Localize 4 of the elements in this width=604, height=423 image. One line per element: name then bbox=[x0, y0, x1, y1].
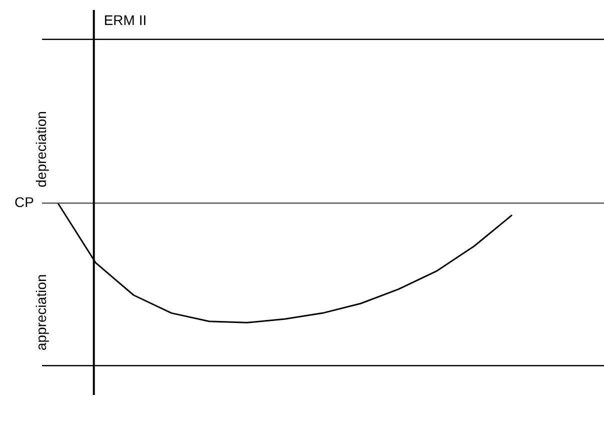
annotation: appreciation bbox=[33, 274, 49, 351]
text: depreciation bbox=[33, 111, 49, 188]
ref-line-label: CP bbox=[14, 194, 34, 210]
text: ERM II bbox=[104, 12, 147, 28]
